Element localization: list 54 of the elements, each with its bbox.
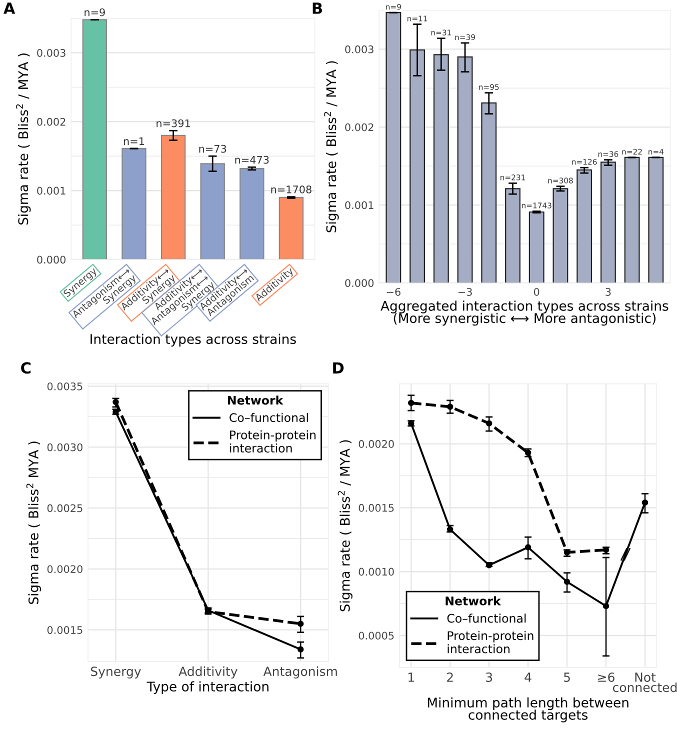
legend-label: Protein-protein interaction xyxy=(230,430,316,453)
y-tick-label: 0.003 xyxy=(37,48,66,57)
x-axis-title: Interaction types across strains xyxy=(90,334,296,347)
annotation: n=391 xyxy=(156,119,190,128)
x-tick-label: −3 xyxy=(458,288,472,296)
annotation: n=1 xyxy=(124,137,144,145)
y-axis-title: Sigma rate ( Bliss$^{2}$ / MYA ) xyxy=(324,61,339,232)
y-tick-label: 0.0015 xyxy=(358,504,394,512)
annotation: n=1708 xyxy=(271,186,312,194)
x-tick-label: Additivity xyxy=(178,666,238,679)
x-axis-title: Type of interaction xyxy=(146,681,268,694)
y-axis-title: Sigma rate ( Bliss$^{2}$ / MYA ) xyxy=(16,54,31,225)
legend-title: Network xyxy=(446,596,502,606)
annotation: n=9 xyxy=(84,8,105,16)
y-tick-label: 0.0005 xyxy=(358,632,394,640)
y-tick-label: 0.0020 xyxy=(358,440,394,448)
x-tick-label: Synergy xyxy=(90,666,141,679)
chart-title: B xyxy=(312,2,322,14)
x-tick-label: 4 xyxy=(524,672,532,682)
y-tick-label: 0.002 xyxy=(345,123,374,132)
chart-title: A xyxy=(3,2,16,14)
x-tick-label: 1 xyxy=(408,672,414,682)
y-axis-title: Sigma rate ( Bliss$^{2}$ MYA ) xyxy=(26,442,42,604)
x-tick-label: ≥6 xyxy=(598,672,614,682)
y-tick-label: 0.0035 xyxy=(47,382,82,390)
legend-label: Co–functional xyxy=(447,614,526,623)
y-axis-title: Sigma rate ( Bliss$^{2}$ / MYA ) xyxy=(338,440,352,612)
y-tick-label: 0.0025 xyxy=(47,504,82,512)
annotation: n=73 xyxy=(199,144,226,153)
x-tick-label: 0 xyxy=(534,288,540,296)
y-tick-label: 0.002 xyxy=(37,118,66,126)
x-tick-label: 5 xyxy=(564,672,570,682)
y-tick-label: 0.000 xyxy=(345,279,374,288)
legend-label: Protein-protein interaction xyxy=(448,630,534,654)
x-tick-label: 2 xyxy=(447,672,453,682)
x-tick-label: 3 xyxy=(606,288,611,296)
x-axis-title: Aggregated interaction types across strains (More synergistic ⟷ More antagonistic) xyxy=(380,300,668,326)
legend-label: Co–functional xyxy=(230,412,308,422)
y-tick-label: 0.0010 xyxy=(358,568,394,576)
y-tick-label: 0.000 xyxy=(37,256,66,264)
y-tick-label: 0.001 xyxy=(37,186,66,195)
y-tick-label: 0.003 xyxy=(345,45,374,54)
chart-title: D xyxy=(333,362,344,374)
annotation: n=473 xyxy=(235,156,269,164)
y-tick-label: 0.0030 xyxy=(47,443,82,452)
y-tick-label: 0.0015 xyxy=(47,626,82,634)
x-tick-label: −6 xyxy=(386,288,400,296)
x-axis-title: Minimum path length between connected targets xyxy=(428,697,628,722)
chart-title: C xyxy=(21,362,31,374)
x-tick-label: 3 xyxy=(486,672,492,682)
y-tick-label: 0.0020 xyxy=(47,565,82,574)
y-tick-label: 0.001 xyxy=(345,201,374,210)
legend-title: Network xyxy=(228,396,284,405)
x-tick-label: Antagonism xyxy=(263,666,337,679)
